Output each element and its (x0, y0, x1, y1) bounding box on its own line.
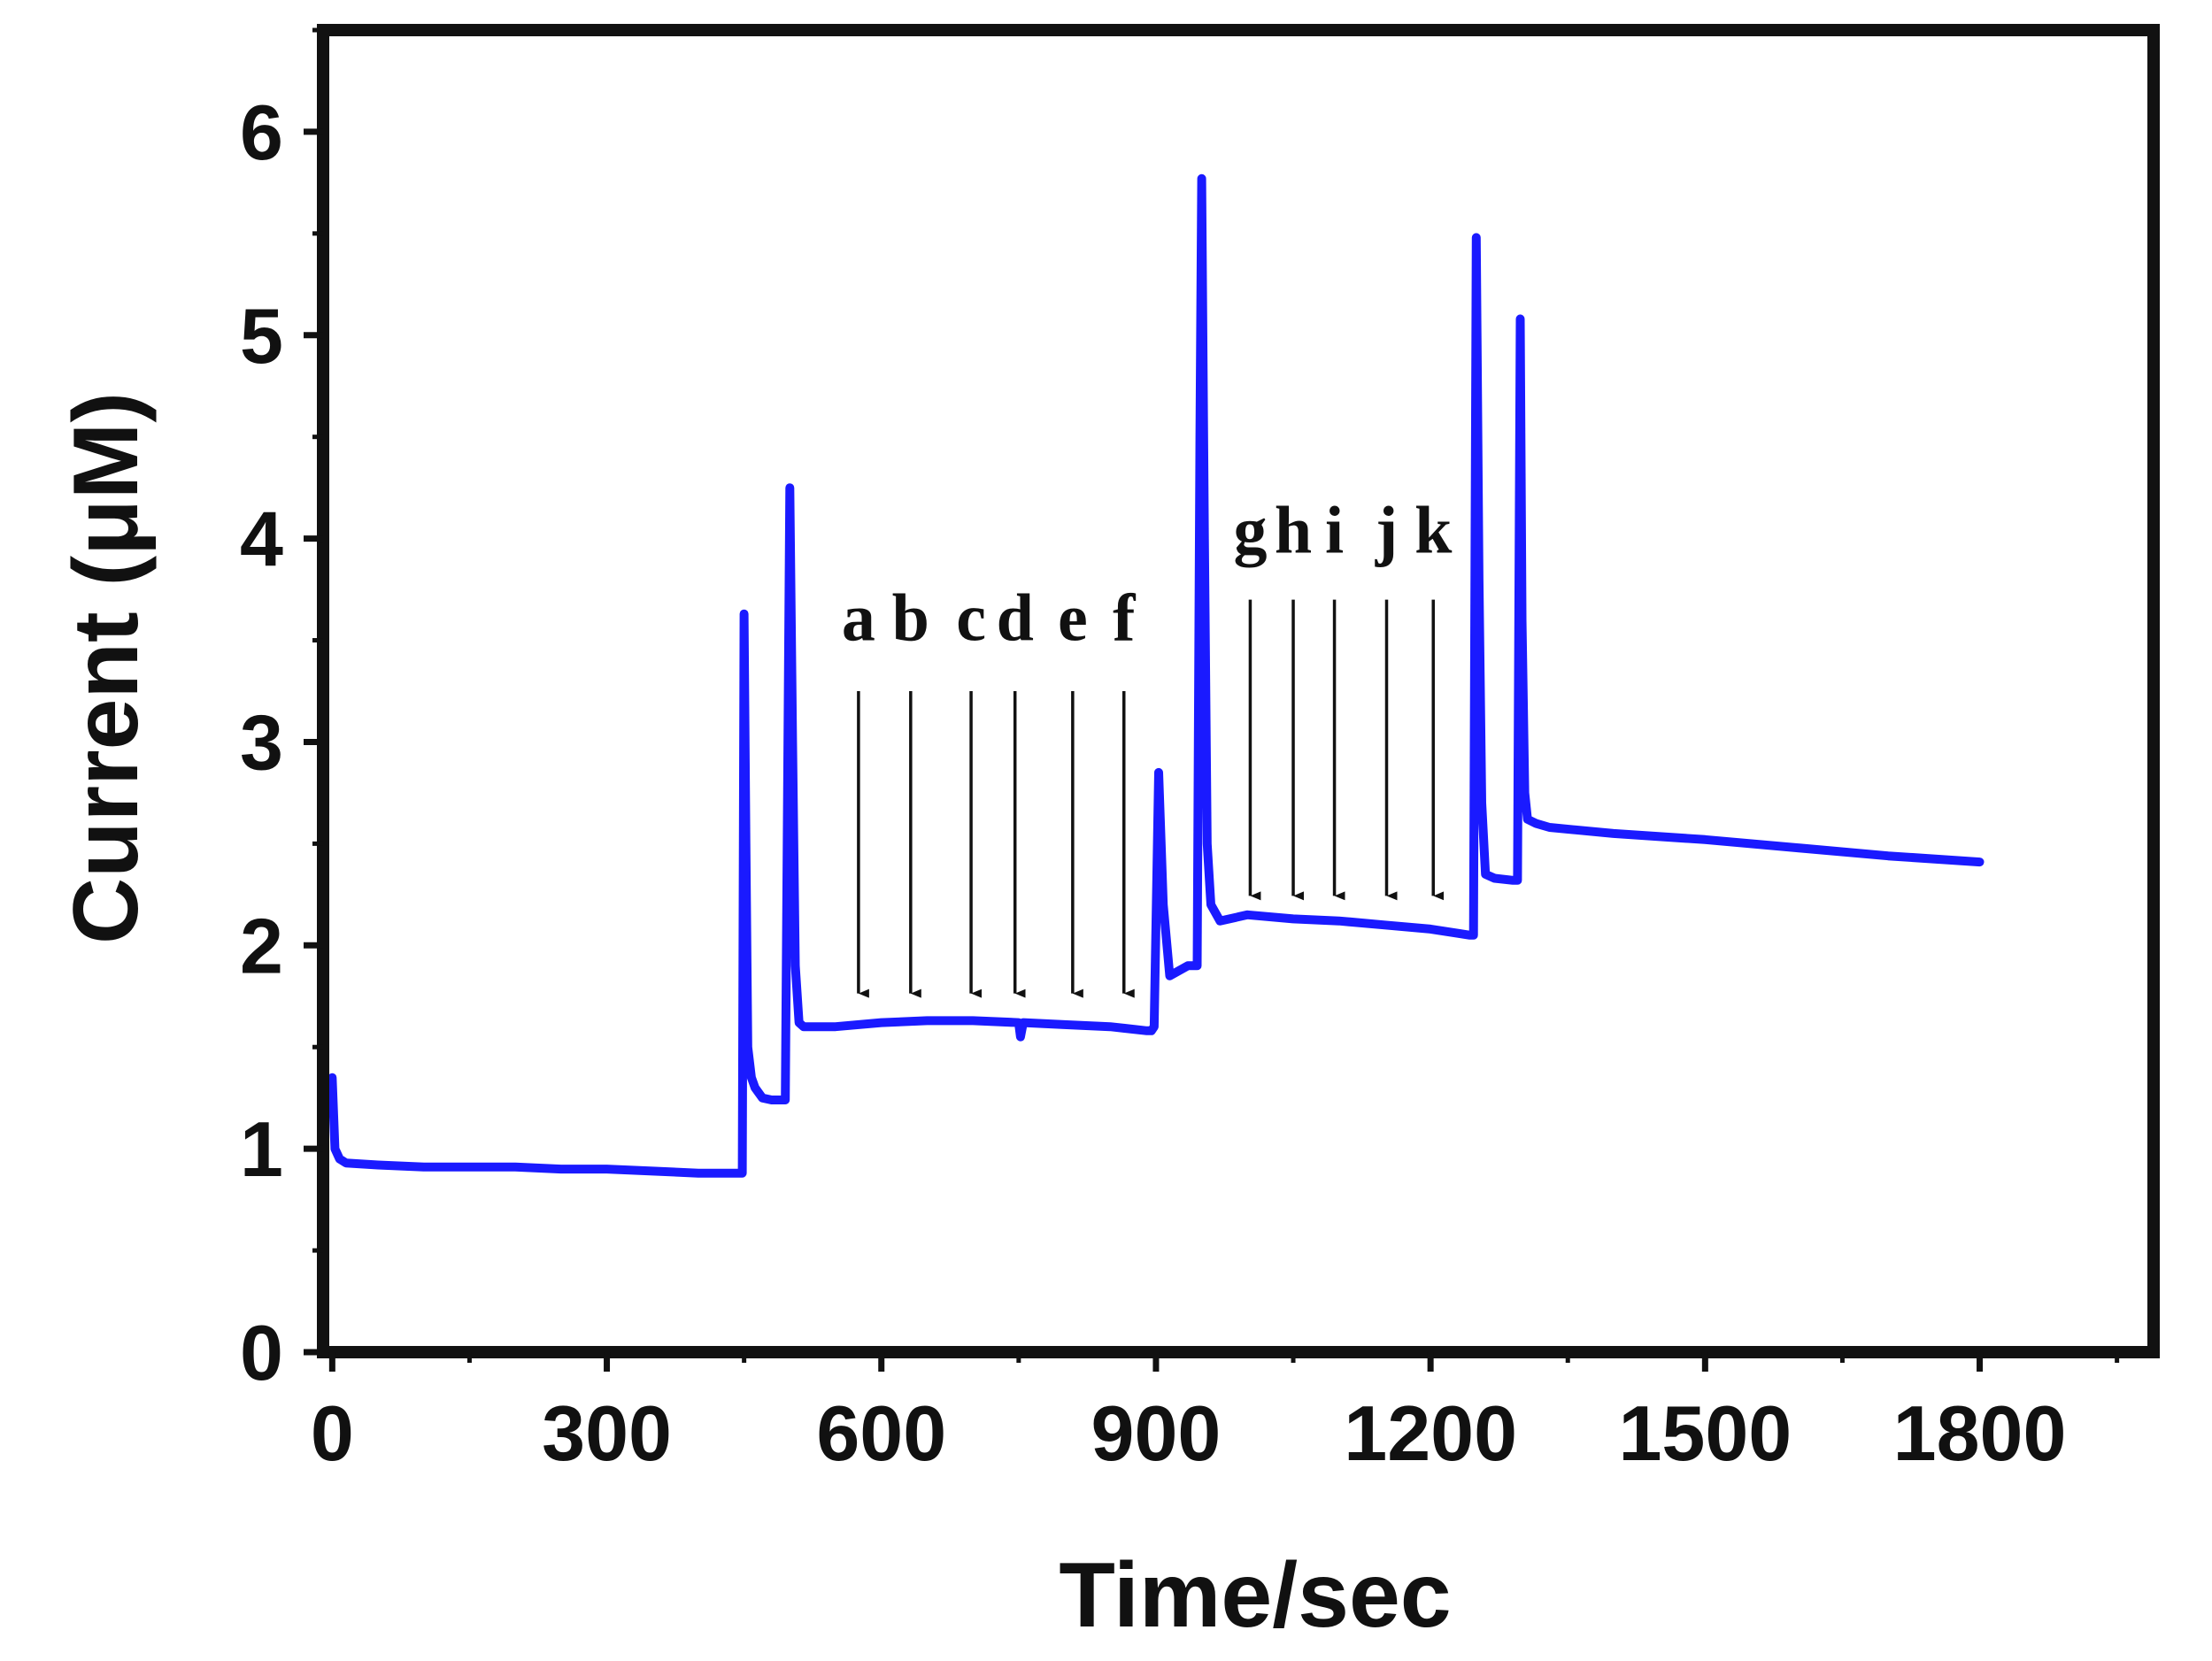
x-axis-title: Time/sec (1059, 1544, 1451, 1647)
x-tick-label-1200: 1200 (1344, 1389, 1517, 1477)
annotation-label-j: j (1375, 494, 1398, 568)
annotation-label-g: g (1233, 494, 1267, 568)
y-tick-label-0: 0 (240, 1309, 283, 1396)
x-tick-label-1800: 1800 (1893, 1389, 2067, 1477)
y-tick-label-3: 3 (240, 698, 283, 786)
x-tick-label-1500: 1500 (1618, 1389, 1792, 1477)
data-series-0 (328, 173, 1985, 1178)
y-axis-title: Current (μM) (55, 392, 158, 944)
annotation-label-i: i (1325, 494, 1344, 568)
x-tick-label-300: 300 (542, 1389, 672, 1477)
y-tick-label-5: 5 (240, 292, 283, 380)
plot-area: a b c d e f g h i j k (328, 173, 1985, 1178)
y-tick-label-1: 1 (240, 1105, 283, 1193)
annotation-label-h: h (1275, 494, 1312, 568)
y-tick-label-4: 4 (240, 496, 283, 583)
y-tick-label-2: 2 (240, 902, 283, 989)
x-axis: 0 300 600 900 1200 1500 1800 (311, 1352, 2120, 1477)
annotation-label-b: b (892, 581, 929, 656)
x-tick-label-600: 600 (816, 1389, 946, 1477)
x-tick-label-0: 0 (311, 1389, 354, 1477)
annotation-label-e: e (1058, 581, 1088, 656)
y-axis: 0 1 2 3 4 5 6 (240, 27, 323, 1396)
annotation-label-a: a (842, 581, 875, 656)
y-tick-label-6: 6 (240, 88, 283, 176)
annotation-label-k: k (1414, 494, 1453, 568)
x-tick-label-900: 900 (1091, 1389, 1222, 1477)
annotation-label-c: c (956, 581, 986, 656)
annotation-label-f: f (1113, 581, 1137, 656)
plot-frame (317, 24, 2160, 1358)
annotation-label-d: d (997, 581, 1034, 656)
